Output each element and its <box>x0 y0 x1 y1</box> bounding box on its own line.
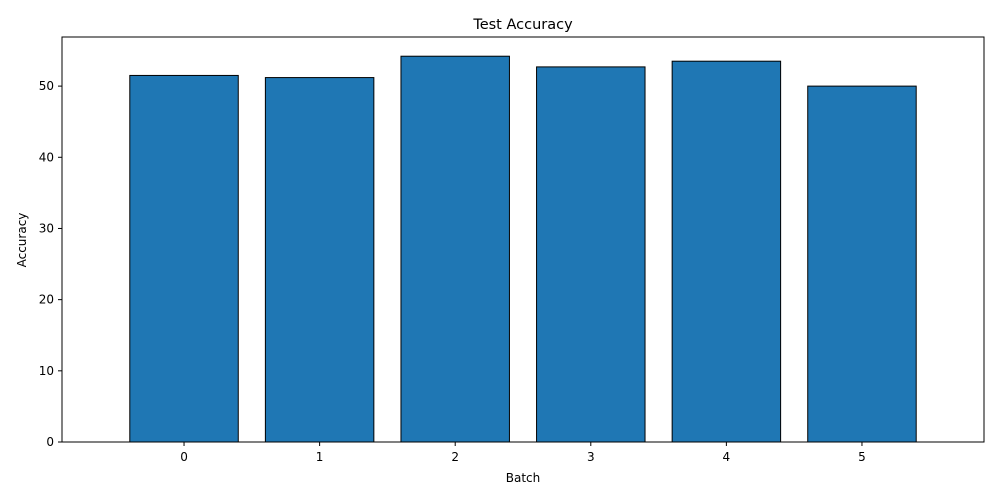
y-tick-label-10: 10 <box>39 364 54 378</box>
plot-frame <box>61 36 985 443</box>
x-tick-label-5: 5 <box>858 450 866 464</box>
bar-4 <box>671 60 782 443</box>
y-axis: 0 10 20 30 40 50 <box>39 79 62 449</box>
x-tick-label-3: 3 <box>587 450 595 464</box>
bar-0 <box>129 74 239 443</box>
y-axis-label: Accuracy <box>15 213 29 268</box>
bar-3 <box>536 66 646 443</box>
x-tick-label-2: 2 <box>451 450 459 464</box>
x-tick-label-1: 1 <box>316 450 324 464</box>
y-tick-label-30: 30 <box>39 221 54 235</box>
bar-2 <box>400 55 510 443</box>
bar-1 <box>264 77 375 443</box>
x-tick-label-0: 0 <box>180 450 188 464</box>
x-tick-label-4: 4 <box>723 450 731 464</box>
bar-5 <box>807 85 917 443</box>
chart-title: Test Accuracy <box>472 17 573 33</box>
y-tick-label-20: 20 <box>39 293 54 307</box>
y-tick-label-40: 40 <box>39 150 54 164</box>
x-axis: 0 1 2 3 4 5 <box>180 442 866 464</box>
x-axis-label: Batch <box>506 471 541 485</box>
bars-group <box>129 55 917 443</box>
y-tick-label-0: 0 <box>46 435 54 449</box>
y-tick-label-50: 50 <box>39 79 54 93</box>
